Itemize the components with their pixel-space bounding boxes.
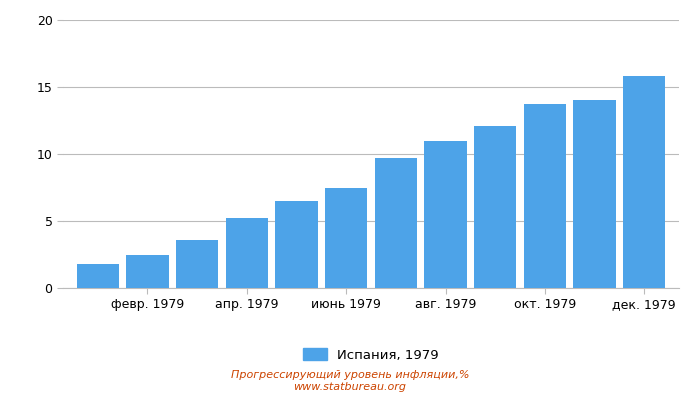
- Bar: [573, 100, 616, 288]
- Bar: [77, 264, 119, 288]
- Bar: [225, 218, 268, 288]
- Legend: Испания, 1979: Испания, 1979: [298, 343, 444, 367]
- Bar: [424, 140, 467, 288]
- Bar: [474, 126, 517, 288]
- Bar: [176, 240, 218, 288]
- Bar: [623, 76, 665, 288]
- Bar: [275, 201, 318, 288]
- Bar: [126, 254, 169, 288]
- Bar: [524, 104, 566, 288]
- Bar: [374, 158, 417, 288]
- Text: Прогрессирующий уровень инфляции,%: Прогрессирующий уровень инфляции,%: [231, 370, 469, 380]
- Bar: [325, 188, 368, 288]
- Text: www.statbureau.org: www.statbureau.org: [293, 382, 407, 392]
